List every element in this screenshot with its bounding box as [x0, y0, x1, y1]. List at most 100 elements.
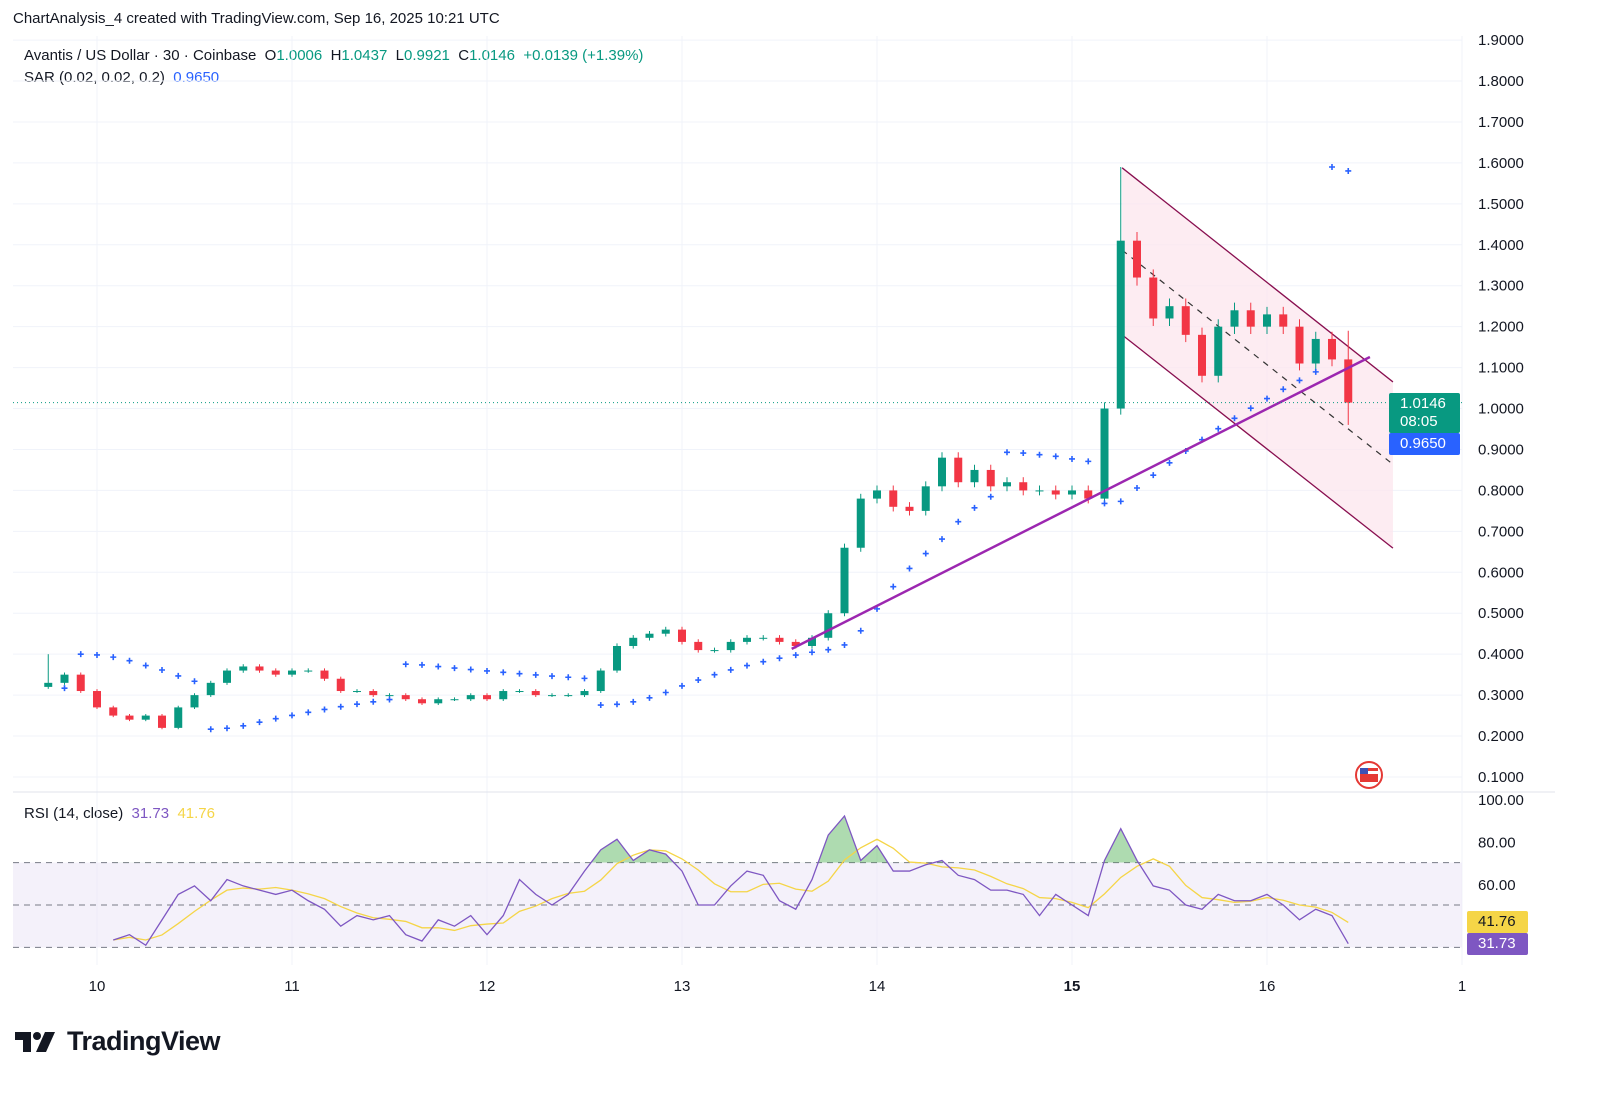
- candle-body: [1344, 359, 1353, 403]
- candle-body: [515, 691, 524, 693]
- sar-dot: [321, 706, 328, 713]
- close-label: C: [458, 47, 470, 64]
- sar-dot: [987, 493, 994, 500]
- sar-dot: [1052, 453, 1059, 460]
- candle-body: [320, 670, 329, 679]
- change-value: +0.0139 (+1.39%): [523, 47, 644, 64]
- candle-body: [93, 691, 101, 708]
- rsi-tag: 31.73: [1467, 933, 1528, 955]
- sar-dot: [1345, 167, 1352, 174]
- sar-dot: [272, 715, 279, 722]
- candle-body: [564, 695, 573, 697]
- sar-dot: [354, 701, 360, 708]
- rsi-ma-line: [113, 838, 1349, 941]
- candle-body: [905, 506, 914, 511]
- candle-body: [824, 613, 833, 638]
- rsi-axis-label: 80.00: [1478, 834, 1516, 851]
- candle-body: [353, 691, 361, 693]
- price-axis-label: 0.5000: [1478, 605, 1524, 622]
- candle-body: [190, 695, 199, 708]
- rsi-legend: RSI (14, close) 31.73 41.76: [24, 805, 215, 822]
- sar-dot: [549, 673, 555, 680]
- sar-dot: [370, 698, 377, 705]
- candle-body: [580, 691, 589, 696]
- candle-body: [239, 666, 248, 671]
- us-flag-icon: [1355, 761, 1383, 789]
- sar-dot: [419, 661, 425, 668]
- candle-body: [60, 674, 69, 683]
- channel-mid-line: [1121, 249, 1391, 463]
- candle-body: [1133, 240, 1141, 278]
- candle-body: [986, 469, 995, 487]
- price-axis-label: 1.2000: [1478, 319, 1524, 336]
- sar-dot: [1296, 377, 1303, 384]
- tradingview-logo[interactable]: TradingView: [15, 1026, 221, 1057]
- candle-body: [369, 691, 378, 696]
- sar-dot: [1231, 415, 1238, 422]
- candle-body: [1035, 490, 1044, 492]
- sar-dot: [679, 682, 685, 689]
- price-axis-label: 0.6000: [1478, 564, 1524, 581]
- sar-dot: [841, 641, 848, 648]
- price-axis-label: 0.8000: [1478, 482, 1524, 499]
- candle-body: [791, 641, 800, 646]
- low-label: L: [395, 47, 404, 64]
- rsi-ma-value: 41.76: [177, 805, 215, 822]
- price-axis-label: 1.8000: [1478, 73, 1524, 90]
- sar-dot: [906, 565, 913, 572]
- rsi-label[interactable]: RSI (14, close): [24, 805, 124, 822]
- candle-body: [661, 629, 670, 634]
- rsi-axis-label: 60.00: [1478, 877, 1516, 894]
- candle-body: [596, 670, 605, 692]
- candle-body: [401, 695, 410, 700]
- candle-body: [385, 695, 394, 697]
- sar-label[interactable]: SAR (0.02, 0.02, 0.2): [24, 69, 165, 86]
- rsi-value: 31.73: [131, 805, 170, 822]
- candle-body: [1181, 306, 1190, 335]
- price-axis-label: 1.5000: [1478, 196, 1524, 213]
- time-axis-label: 10: [89, 978, 106, 995]
- candle-body: [1019, 482, 1028, 491]
- symbol-legend: Avantis / US Dollar · 30 · Coinbase O1.0…: [24, 47, 643, 64]
- sar-dot: [1069, 455, 1075, 462]
- price-axis-label: 0.1000: [1478, 769, 1524, 786]
- sar-dot: [695, 677, 702, 684]
- sar-dot: [1134, 485, 1140, 492]
- price-axis-label: 1.1000: [1478, 360, 1524, 377]
- time-axis-label: 14: [869, 978, 886, 995]
- candle-body: [954, 457, 963, 483]
- sar-dot: [256, 719, 263, 726]
- sar-dot: [565, 674, 572, 681]
- time-axis-label: 13: [674, 978, 691, 995]
- sar-dot: [516, 670, 523, 677]
- high-label: H: [330, 47, 342, 64]
- sar-value: 0.9650: [173, 69, 220, 86]
- sar-dot: [142, 662, 149, 669]
- candle-body: [548, 695, 556, 697]
- sar-dot: [532, 671, 539, 678]
- time-axis-label: 16: [1259, 978, 1276, 995]
- symbol-name[interactable]: Avantis / US Dollar · 30 · Coinbase: [24, 47, 257, 64]
- candle-body: [856, 498, 865, 548]
- candle-body: [1051, 490, 1060, 495]
- candle-body: [1116, 240, 1125, 409]
- last-price-tag: 1.0146 08:05: [1389, 393, 1460, 433]
- candle-body: [271, 670, 280, 675]
- sar-dot: [711, 671, 718, 678]
- rsi-line: [113, 814, 1349, 947]
- sar-dot: [386, 696, 393, 703]
- candle-body: [206, 682, 215, 696]
- low-value: 0.9921: [404, 47, 450, 64]
- last-price: 1.0146: [1400, 395, 1446, 412]
- high-value: 1.0437: [341, 47, 388, 64]
- flag-canton: [1360, 768, 1368, 774]
- sar-dot: [1020, 450, 1027, 457]
- candle-body: [629, 637, 638, 646]
- open-value: 1.0006: [276, 47, 323, 64]
- price-axis-label: 1.4000: [1478, 237, 1524, 254]
- sar-dot: [971, 504, 978, 511]
- price-axis-label: 0.3000: [1478, 687, 1524, 704]
- sar-dot: [1215, 425, 1222, 432]
- candle-body: [158, 715, 166, 728]
